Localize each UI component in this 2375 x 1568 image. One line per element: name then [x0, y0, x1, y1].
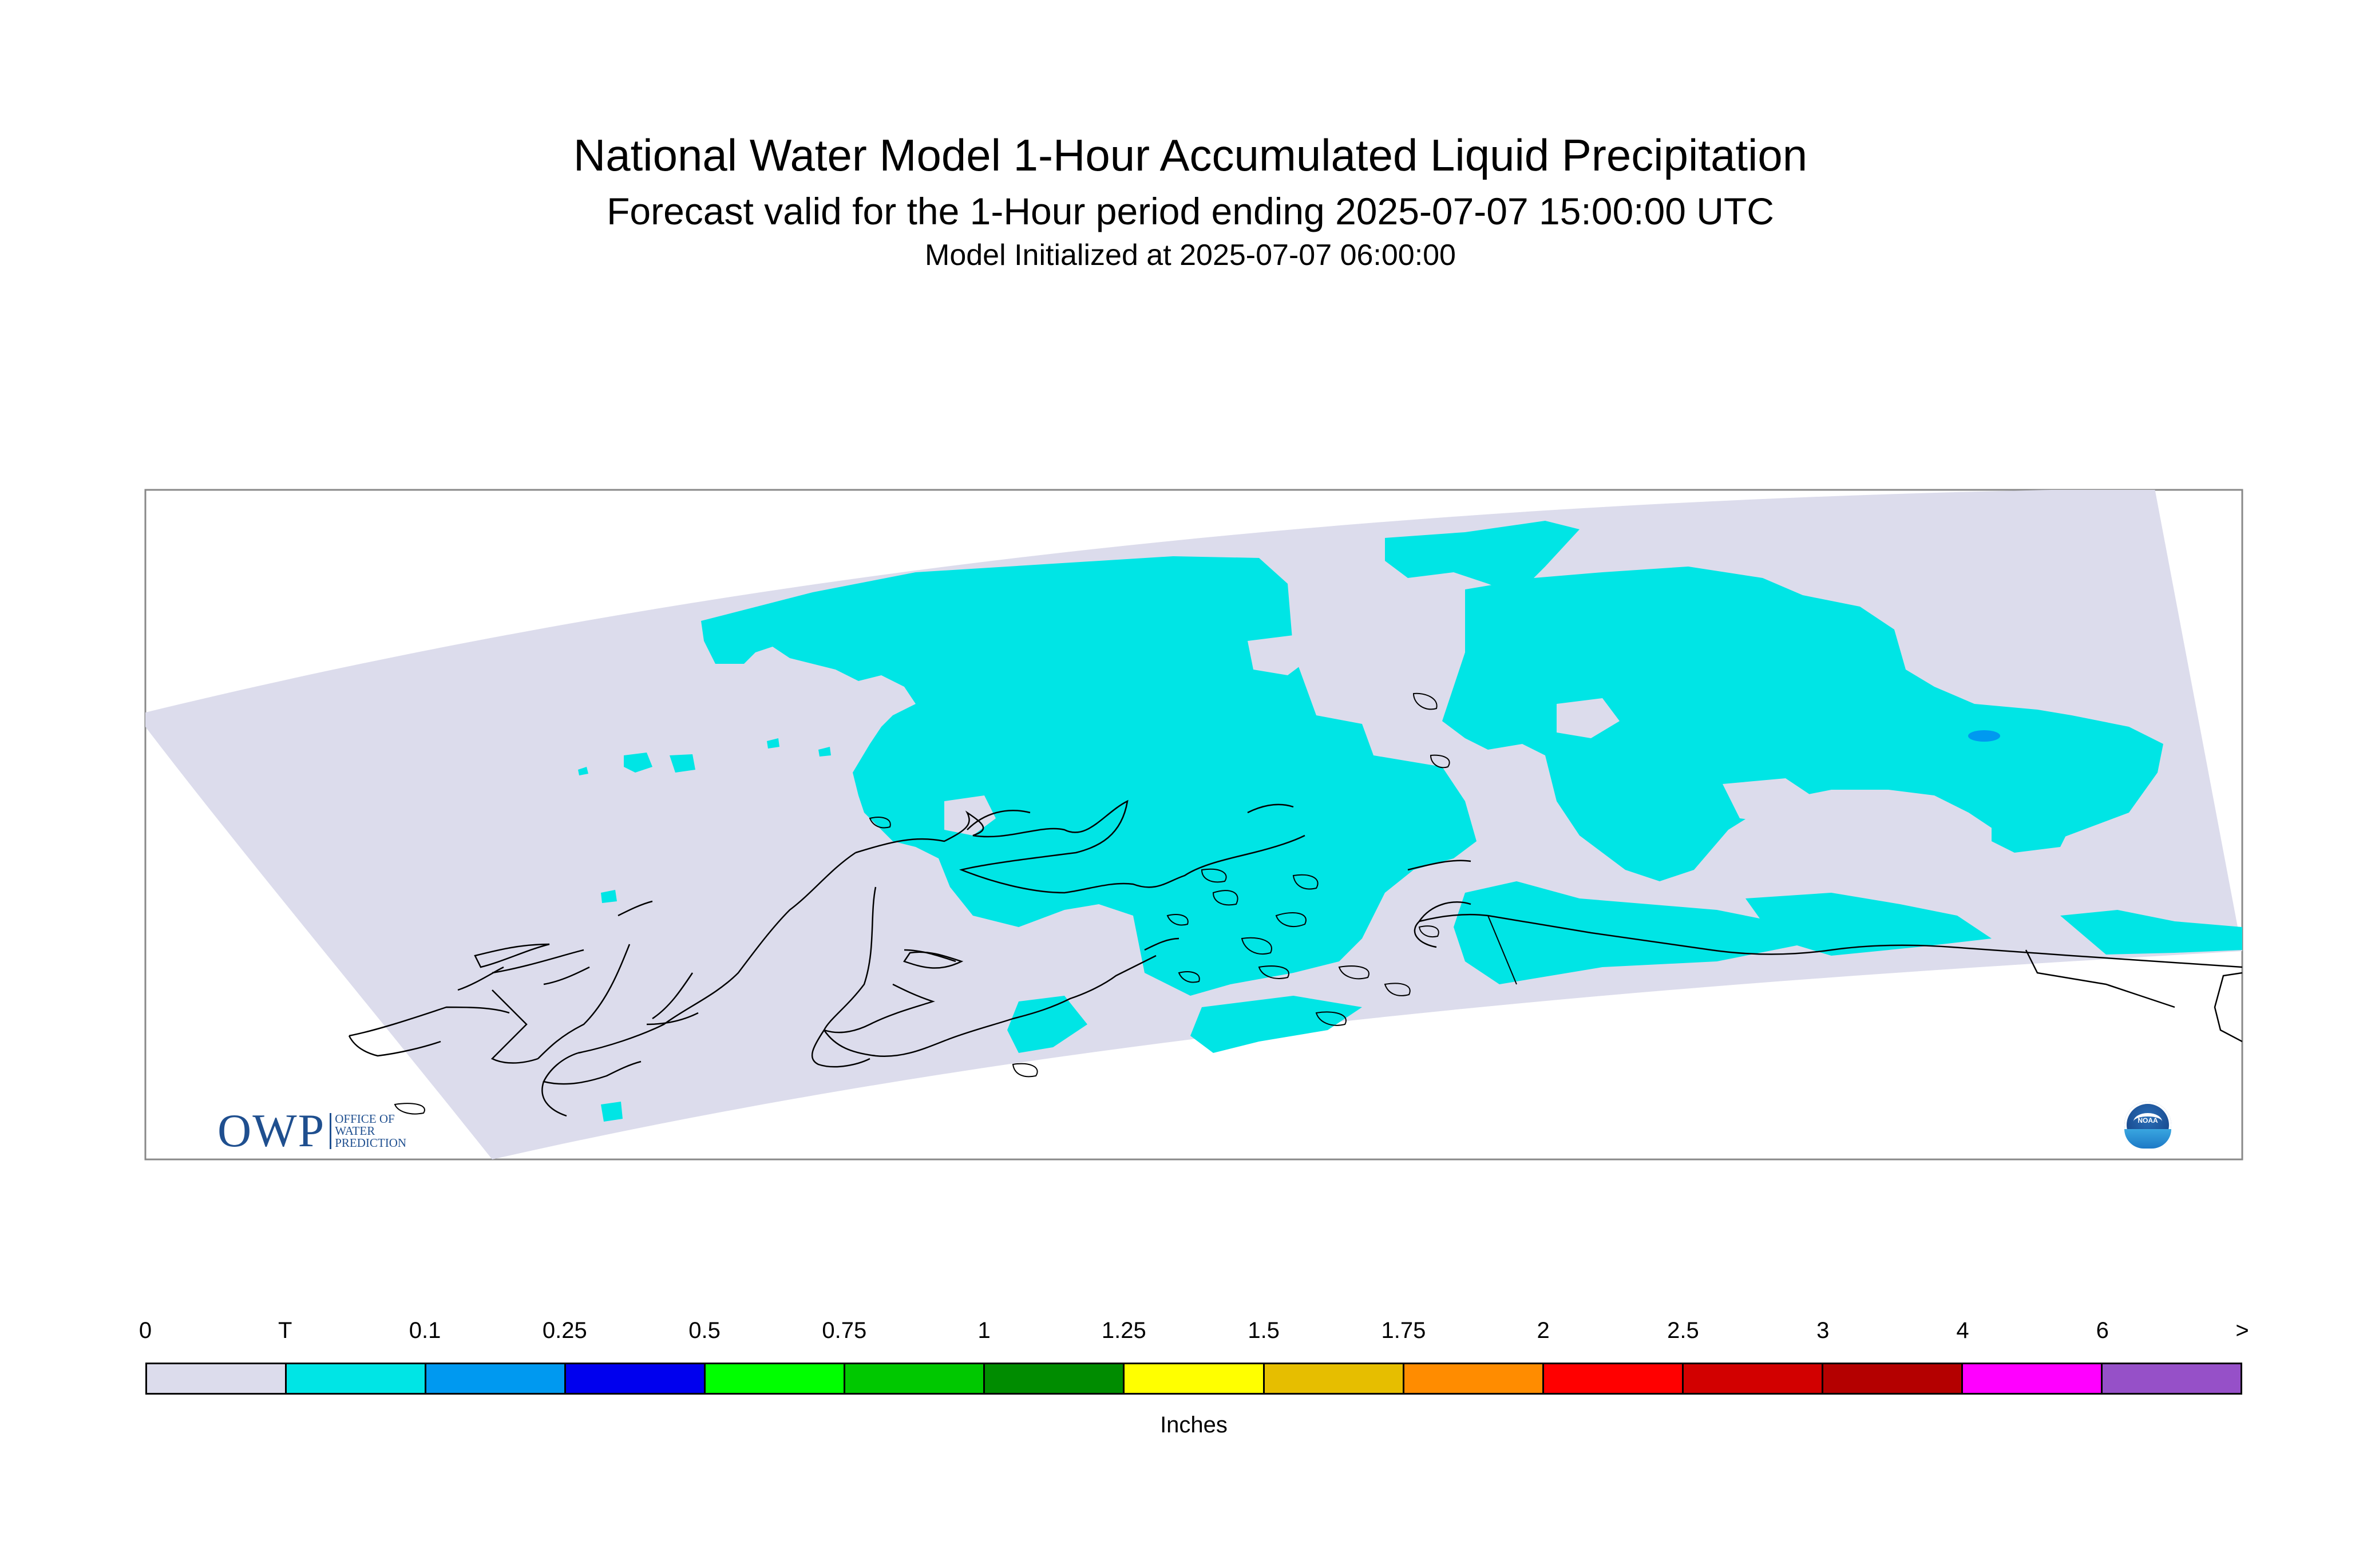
map-title: National Water Model 1-Hour Accumulated …	[573, 130, 1808, 180]
legend-tick-label: 0.25	[542, 1318, 587, 1343]
legend-swatch	[706, 1364, 846, 1393]
legend-tick-label: 0	[138, 1318, 152, 1343]
legend-tick-label: 2.5	[1667, 1318, 1699, 1343]
legend-colorbar	[145, 1363, 2242, 1395]
model-init-text: Model Initialized at 2025-07-07 06:00:00	[925, 239, 1456, 272]
units-label: Inches	[1160, 1412, 1228, 1438]
legend-tick-label: 3	[1816, 1318, 1830, 1343]
legend-tick-label: T	[278, 1318, 292, 1343]
owp-subtext-line: WATER	[335, 1123, 375, 1138]
legend-swatch	[1683, 1364, 1823, 1393]
legend-swatch	[1264, 1364, 1404, 1393]
noaa-bird-icon	[2133, 1113, 2162, 1130]
legend-swatch	[287, 1364, 427, 1393]
legend-swatch	[1962, 1364, 2103, 1393]
legend-tick-label: 6	[2096, 1318, 2109, 1343]
legend-swatch	[985, 1364, 1125, 1393]
light-blue-precip-spot	[1968, 730, 2000, 742]
legend-tick-label: 4	[1956, 1318, 1969, 1343]
legend-tick-label: 1.5	[1248, 1318, 1280, 1343]
owp-subtext-line: OFFICE OF	[335, 1111, 395, 1126]
legend-swatch	[566, 1364, 706, 1393]
legend-swatch	[1543, 1364, 1684, 1393]
legend-tick-label: 1	[977, 1318, 991, 1343]
legend-tick-label: 0.75	[822, 1318, 867, 1343]
legend-swatch	[426, 1364, 567, 1393]
legend-swatch	[845, 1364, 985, 1393]
legend-swatch	[1823, 1364, 1963, 1393]
legend-swatch	[147, 1364, 287, 1393]
legend-swatch	[2102, 1364, 2241, 1393]
map-subtitle: Forecast valid for the 1-Hour period end…	[607, 190, 1774, 232]
coastlines	[348, 799, 2242, 1117]
legend-swatch	[1125, 1364, 1265, 1393]
owp-logo-subtext: OFFICE OF WATER PREDICTION	[330, 1111, 407, 1150]
legend-tick-label: 0.1	[409, 1318, 441, 1343]
legend-tick-label: 1.75	[1381, 1318, 1426, 1343]
legend-labels: 0 T 0.1 0.25 0.5 0.75 1 1.25 1.5 1.75 2 2.5 3 4 6 >	[0, 1316, 2375, 1351]
owp-logo-text: OWP	[217, 1104, 326, 1157]
no-precip-gaps	[944, 635, 1820, 836]
noaa-logo: NOAA	[2124, 1102, 2171, 1149]
owp-subtext-line: PREDICTION	[335, 1135, 407, 1150]
legend-tick-label: 1.25	[1101, 1318, 1146, 1343]
legend-tick-label: 0.5	[688, 1318, 721, 1343]
owp-logo: OWP OFFICE OF WATER PREDICTION	[217, 1107, 406, 1154]
legend-tick-label: >	[2235, 1318, 2249, 1343]
islands	[394, 692, 1450, 1115]
legend-tick-label: 2	[1537, 1318, 1550, 1343]
noaa-logo-text: NOAA	[2138, 1116, 2158, 1124]
legend-swatch	[1404, 1364, 1544, 1393]
border-line	[1487, 915, 1517, 985]
